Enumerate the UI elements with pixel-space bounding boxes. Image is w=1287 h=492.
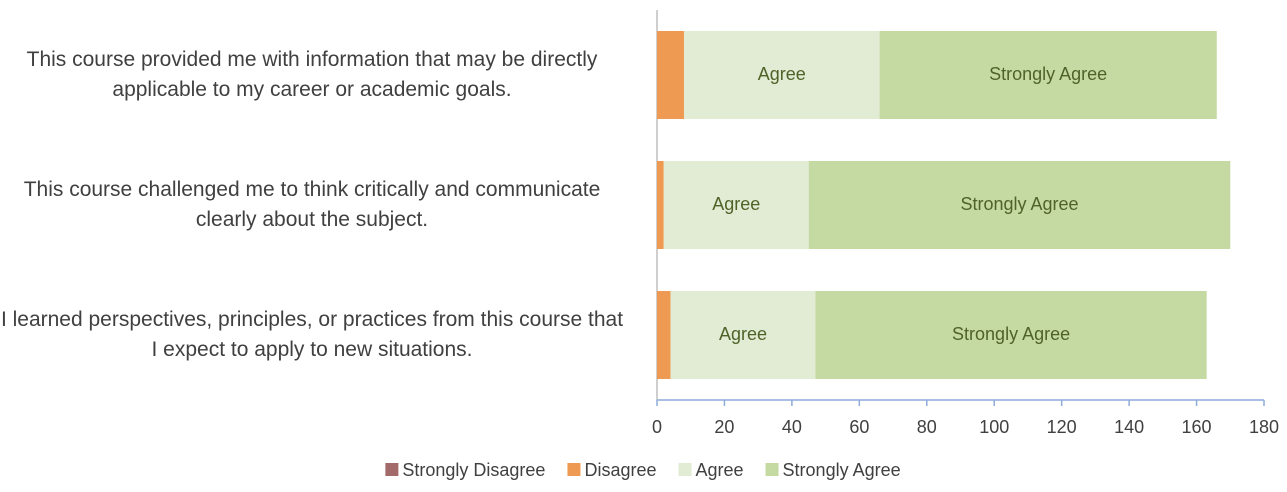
segment-label: Strongly Agree	[989, 64, 1107, 84]
x-tick-label: 40	[782, 417, 802, 437]
segment-label: Strongly Agree	[952, 324, 1070, 344]
segment-label: Agree	[712, 194, 760, 214]
segment-label: Agree	[719, 324, 767, 344]
category-text: This course provided me with information…	[26, 48, 598, 101]
x-tick-label: 120	[1047, 417, 1077, 437]
bar-segment	[808, 161, 1231, 249]
category-label: I learned perspectives, principles, or p…	[0, 275, 627, 395]
x-tick-label: 60	[849, 417, 869, 437]
category-text: I learned perspectives, principles, or p…	[0, 308, 624, 361]
legend-swatch	[385, 463, 399, 476]
legend-label: Agree	[696, 460, 744, 480]
bar-segment	[683, 31, 880, 119]
x-tick-label: 160	[1182, 417, 1212, 437]
x-tick-label: 80	[917, 417, 937, 437]
bar-segment	[657, 291, 671, 379]
x-tick-label: 180	[1249, 417, 1279, 437]
bar-segment	[879, 31, 1217, 119]
legend-label: Disagree	[584, 460, 656, 480]
category-label: This course challenged me to think criti…	[0, 145, 627, 265]
bar-segment	[657, 31, 684, 119]
legend-swatch	[678, 463, 692, 476]
x-tick-label: 0	[652, 417, 662, 437]
segment-label: Agree	[758, 64, 806, 84]
bar-segment	[815, 291, 1207, 379]
bar-segment	[670, 291, 816, 379]
legend-label: Strongly Agree	[783, 460, 901, 480]
x-tick-label: 100	[979, 417, 1009, 437]
bar-segment	[663, 161, 809, 249]
legend-label: Strongly Disagree	[402, 460, 545, 480]
category-label: This course provided me with information…	[0, 15, 627, 135]
legend-swatch	[567, 463, 581, 476]
x-tick-label: 20	[714, 417, 734, 437]
segment-label: Strongly Agree	[960, 194, 1078, 214]
x-tick-label: 140	[1114, 417, 1144, 437]
category-text: This course challenged me to think criti…	[23, 178, 601, 231]
legend-swatch	[765, 463, 779, 476]
bar-segment	[657, 161, 664, 249]
